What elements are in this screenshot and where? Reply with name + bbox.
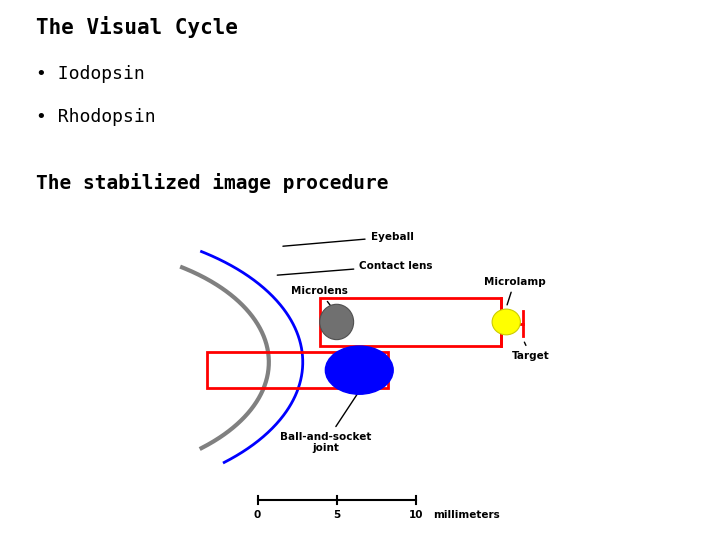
Bar: [207, 353, 387, 388]
Text: millimeters: millimeters: [433, 510, 500, 520]
Text: The stabilized image procedure: The stabilized image procedure: [36, 173, 389, 193]
Text: Eyeball: Eyeball: [283, 232, 413, 246]
Text: 0: 0: [254, 510, 261, 520]
Text: Ball-and-socket
joint: Ball-and-socket joint: [279, 393, 371, 453]
Bar: [320, 298, 500, 346]
Text: 5: 5: [333, 510, 341, 520]
Text: Microlens: Microlens: [292, 286, 348, 312]
Text: Microlamp: Microlamp: [484, 277, 545, 305]
Text: Contact lens: Contact lens: [277, 261, 433, 275]
Ellipse shape: [492, 309, 521, 335]
Text: 10: 10: [408, 510, 423, 520]
Text: • Rhodopsin: • Rhodopsin: [36, 108, 156, 126]
Ellipse shape: [325, 346, 393, 394]
Ellipse shape: [320, 304, 354, 340]
Text: • Iodopsin: • Iodopsin: [36, 65, 145, 83]
Text: The Visual Cycle: The Visual Cycle: [36, 16, 238, 38]
Text: Target: Target: [512, 342, 549, 361]
